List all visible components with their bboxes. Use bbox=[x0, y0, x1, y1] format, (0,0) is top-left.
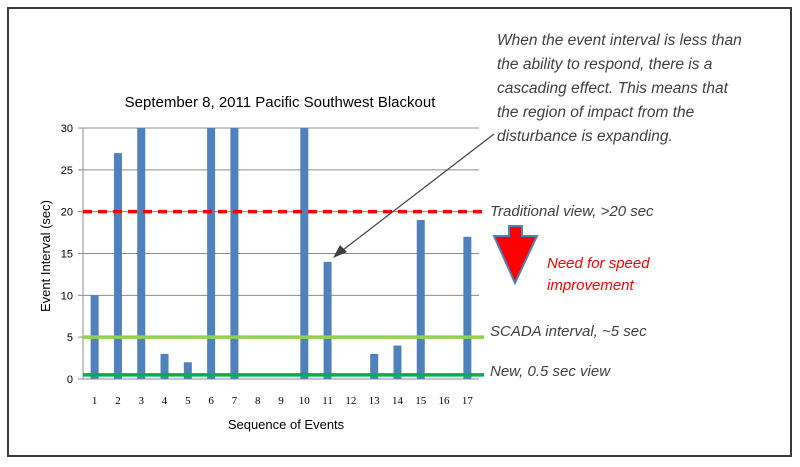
x-tick-label: 8 bbox=[255, 395, 261, 407]
bar-15 bbox=[416, 220, 425, 379]
x-tick-label: 1 bbox=[92, 395, 98, 407]
x-tick-label: 4 bbox=[162, 395, 168, 407]
x-tick-label: 16 bbox=[439, 395, 451, 407]
chart-title: September 8, 2011 Pacific Southwest Blac… bbox=[125, 94, 437, 111]
bar-5 bbox=[183, 362, 192, 379]
x-tick-label: 5 bbox=[185, 395, 191, 407]
new-view-label: New, 0.5 sec view bbox=[490, 363, 611, 380]
pointer-arrow bbox=[333, 133, 495, 258]
bar-11 bbox=[323, 261, 332, 379]
y-tick-label: 5 bbox=[67, 332, 73, 344]
down-arrow-icon bbox=[492, 225, 539, 286]
x-tick-label: 6 bbox=[208, 395, 214, 407]
figure-frame: September 8, 2011 Pacific Southwest Blac… bbox=[7, 7, 792, 457]
bars bbox=[90, 128, 472, 379]
y-tick-label: 0 bbox=[67, 374, 73, 386]
x-tick-labels: 1 2 3 4 5 6 7 8 9 10 11 12 13 14 15 16 17 bbox=[92, 395, 473, 407]
callout-line: the region of impact from the bbox=[497, 104, 695, 121]
x-tick-label: 10 bbox=[299, 395, 311, 407]
x-tick-label: 7 bbox=[232, 395, 238, 407]
x-tick-label: 14 bbox=[392, 395, 404, 407]
callout-line: cascading effect. This means that bbox=[497, 80, 728, 97]
y-tick-label: 10 bbox=[61, 290, 73, 302]
x-tick-label: 3 bbox=[138, 395, 144, 407]
y-axis-label: Event Interval (sec) bbox=[38, 200, 53, 312]
callout-line: disturbance is expanding. bbox=[497, 128, 673, 145]
x-axis-label: Sequence of Events bbox=[228, 417, 345, 432]
traditional-view-label: Traditional view, >20 sec bbox=[490, 203, 654, 220]
x-tick-label: 11 bbox=[322, 395, 333, 407]
bar-17 bbox=[463, 236, 472, 379]
x-tick-label: 9 bbox=[278, 395, 284, 407]
y-tick-labels: 0 5 10 15 20 25 30 bbox=[61, 123, 73, 386]
x-tick-label: 17 bbox=[462, 395, 474, 407]
x-tick-label: 15 bbox=[415, 395, 427, 407]
callout-line: the ability to respond, there is a bbox=[497, 56, 713, 73]
bar-13 bbox=[370, 353, 379, 379]
bar-10 bbox=[300, 128, 309, 379]
bar-4 bbox=[160, 353, 169, 379]
speed-line: improvement bbox=[547, 277, 634, 294]
bar-2 bbox=[113, 153, 122, 379]
blackout-chart: September 8, 2011 Pacific Southwest Blac… bbox=[38, 94, 539, 432]
y-tick-label: 20 bbox=[61, 207, 73, 219]
reference-lines bbox=[83, 209, 484, 377]
x-tick-label: 12 bbox=[345, 395, 356, 407]
bar-14 bbox=[393, 345, 402, 379]
y-tick-label: 30 bbox=[61, 123, 73, 135]
scada-interval-label: SCADA interval, ~5 sec bbox=[490, 323, 647, 340]
y-tick-label: 15 bbox=[61, 249, 73, 261]
bar-6 bbox=[207, 128, 216, 379]
callout-line: When the event interval is less than bbox=[497, 32, 742, 49]
bar-3 bbox=[137, 128, 146, 379]
y-tick-label: 25 bbox=[61, 165, 73, 177]
x-tick-label: 2 bbox=[115, 395, 121, 407]
callout-text: When the event interval is less than the… bbox=[497, 29, 777, 149]
x-tick-label: 13 bbox=[369, 395, 381, 407]
bar-7 bbox=[230, 128, 239, 379]
speed-line: Need for speed bbox=[547, 255, 650, 272]
speed-improvement-label: Need for speed improvement bbox=[547, 253, 650, 297]
